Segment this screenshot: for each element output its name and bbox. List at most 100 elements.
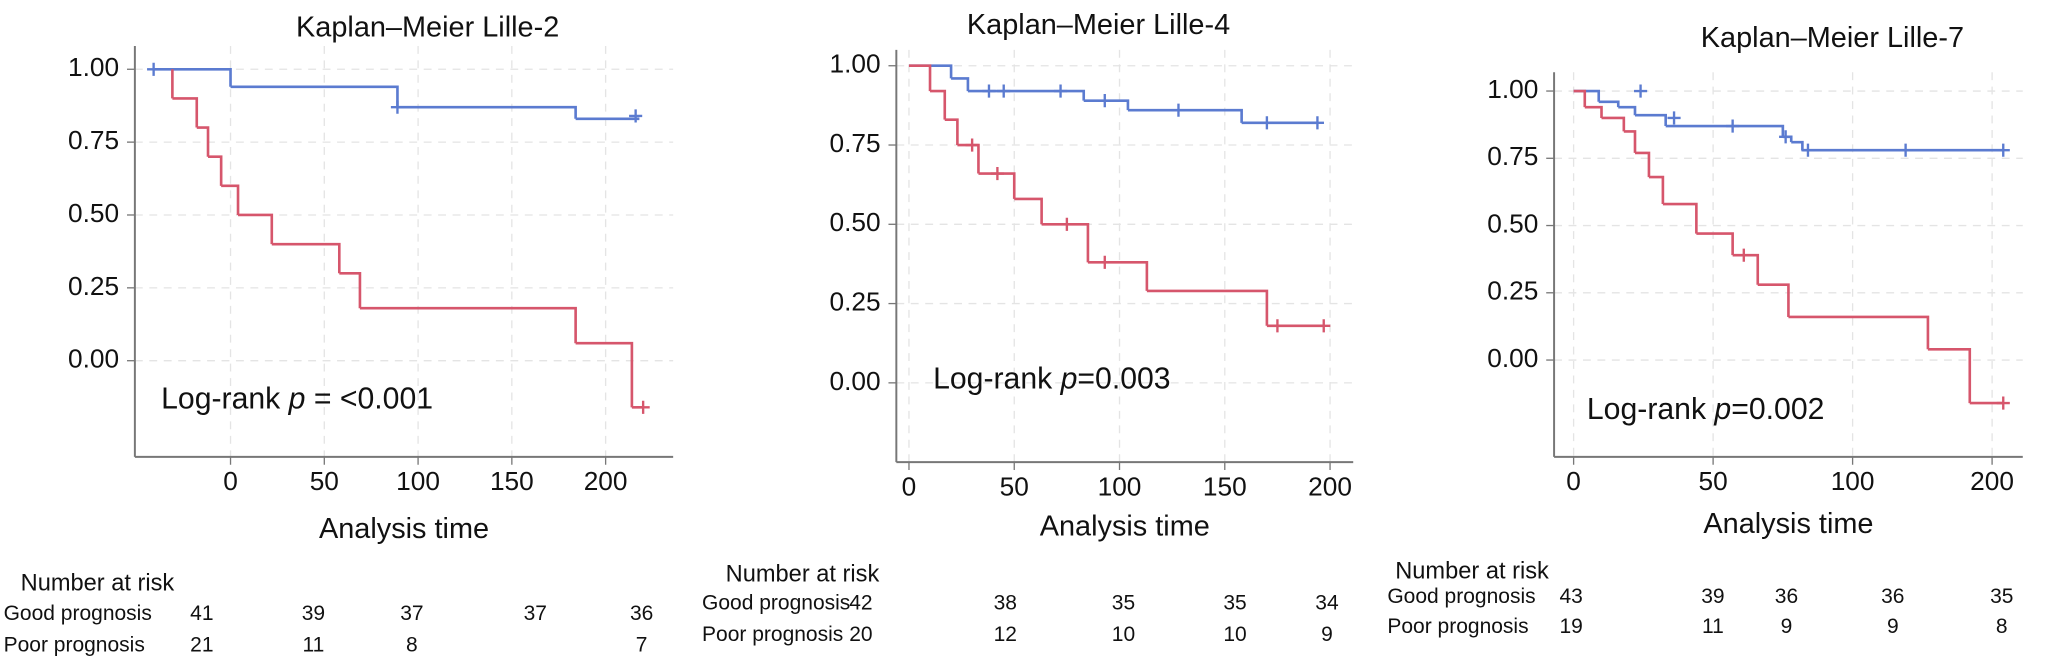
risk-value: 36 [1775,585,1798,608]
annotation: Log-rank p=0.003 [933,363,1171,396]
y-tick-label: 0.75 [1487,141,1538,171]
annotation-text: Log-rank [933,363,1061,396]
risk-value: 11 [1702,615,1724,638]
risk-value: 37 [524,602,547,625]
risk-value: 42 [849,591,872,614]
censor-mark [1779,130,1793,144]
survival-step [978,172,1016,199]
risk-value: 38 [994,591,1017,614]
risk-value: 9 [1321,623,1333,646]
x-axis-label: Analysis time [319,513,489,545]
x-tick-label: 50 [1699,466,1728,496]
censor-mark [390,100,405,114]
risk-row-name: Good prognosis [4,602,152,625]
risk-value: 19 [1559,615,1582,638]
survival-step [1584,105,1603,118]
censor-mark [965,138,979,152]
annotation-italic: p [288,382,306,415]
survival-step [1601,116,1626,132]
annotation-text: Log-rank [1587,393,1715,426]
risk-title: Number at risk [21,570,175,596]
survival-step [1573,89,1587,108]
y-tick-label: 1.00 [829,49,880,79]
survival-step [1041,222,1090,263]
survival-step [397,105,577,119]
survival-step [221,184,240,215]
survival-step [1662,202,1698,234]
y-tick-label: 0.00 [1487,343,1538,373]
survival-step [1665,124,1785,137]
x-axis-label: Analysis time [1040,510,1210,542]
survival-step [1634,151,1651,178]
survival-step [944,118,959,146]
survival-step [230,85,399,108]
censor-mark [1310,116,1324,130]
censor-mark [147,62,161,76]
censor-mark [1270,319,1284,333]
x-tick-label: 0 [1566,466,1581,496]
risk-value: 43 [1559,585,1582,608]
survival-step [196,126,210,157]
risk-value: 37 [400,602,423,625]
survival-step [1623,130,1637,153]
censor-mark [1634,84,1648,98]
y-tick-label: 1.00 [68,52,119,82]
survival-step [1927,347,1972,404]
y-tick-label: 0.50 [1487,208,1538,238]
x-tick-label: 150 [1203,471,1247,501]
risk-row-name: Good prognosis [1387,585,1535,608]
risk-value: 41 [190,602,213,625]
risk-value: 36 [630,602,653,625]
survival-step [1573,89,1601,102]
survival-step [153,67,232,87]
annotation-italic: p [1060,363,1078,396]
risk-value: 10 [1223,623,1246,646]
risk-value: 9 [1887,615,1899,638]
y-tick-label: 1.00 [1487,74,1538,104]
censor-mark [997,84,1011,98]
survival-step [359,306,577,344]
survival-step [1696,232,1734,256]
risk-row-name: Poor prognosis [4,633,145,656]
x-tick-label: 100 [1098,471,1142,501]
risk-row-name: Poor prognosis [702,623,843,646]
censor-mark [1098,94,1112,108]
survival-step [172,97,199,128]
survival-step [1788,315,1930,350]
censor-mark [1053,84,1068,98]
risk-value: 39 [1701,585,1724,608]
survival-step [951,77,970,92]
censor-mark [1726,119,1740,133]
survival-step [1014,197,1043,225]
risk-row-name: Poor prognosis [1387,615,1528,638]
risk-value: 20 [849,623,872,646]
y-tick-label: 0.00 [829,366,880,396]
censor-mark [990,166,1004,181]
x-tick-label: 200 [584,466,628,496]
survival-step [1087,261,1149,291]
y-tick-label: 0.50 [68,198,119,228]
risk-title: Number at risk [726,561,880,587]
survival-step [1732,253,1760,285]
censor-mark [982,84,996,98]
y-tick-label: 0.00 [68,344,119,374]
x-tick-label: 100 [1831,466,1875,496]
survival-step [1618,105,1637,116]
survival-step [930,89,947,120]
censor-mark [636,400,650,414]
risk-value: 35 [1112,591,1135,614]
survival-step [957,143,980,174]
annotation: Log-rank p=0.002 [1587,393,1825,426]
risk-value: 10 [1112,623,1135,646]
censor-mark [1899,143,1913,157]
risk-value: 9 [1781,615,1793,638]
survival-step [967,89,1086,101]
survival-step [1757,283,1790,317]
risk-row-name: Good prognosis [702,591,850,614]
survival-step [1791,140,1804,151]
x-tick-label: 0 [223,466,238,496]
y-tick-label: 0.25 [68,271,119,301]
censor-mark [1667,111,1681,125]
